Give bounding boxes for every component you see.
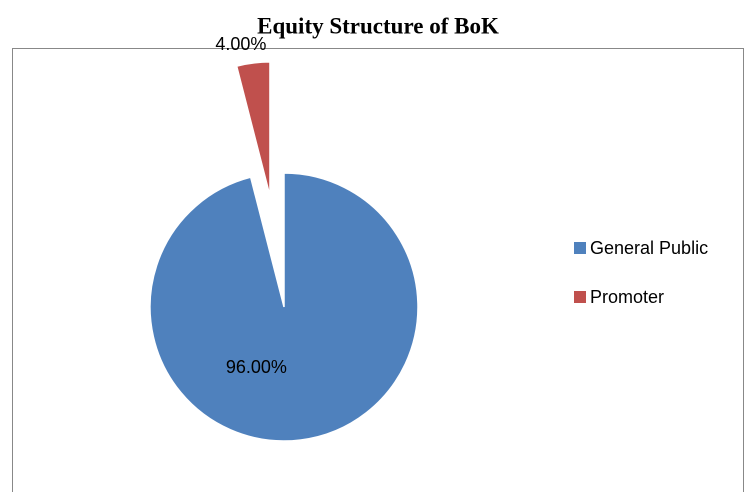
data-label: 96.00% bbox=[226, 357, 287, 377]
legend-swatch bbox=[574, 242, 586, 254]
pie-slice bbox=[149, 172, 419, 442]
data-label: 4.00% bbox=[215, 34, 266, 54]
legend-label: General Public bbox=[590, 238, 708, 258]
pie-slice bbox=[235, 61, 271, 197]
chart-title: Equity Structure of BoK bbox=[257, 13, 499, 38]
legend-swatch bbox=[574, 291, 586, 303]
legend-label: Promoter bbox=[590, 287, 664, 307]
chart-border bbox=[12, 48, 744, 492]
